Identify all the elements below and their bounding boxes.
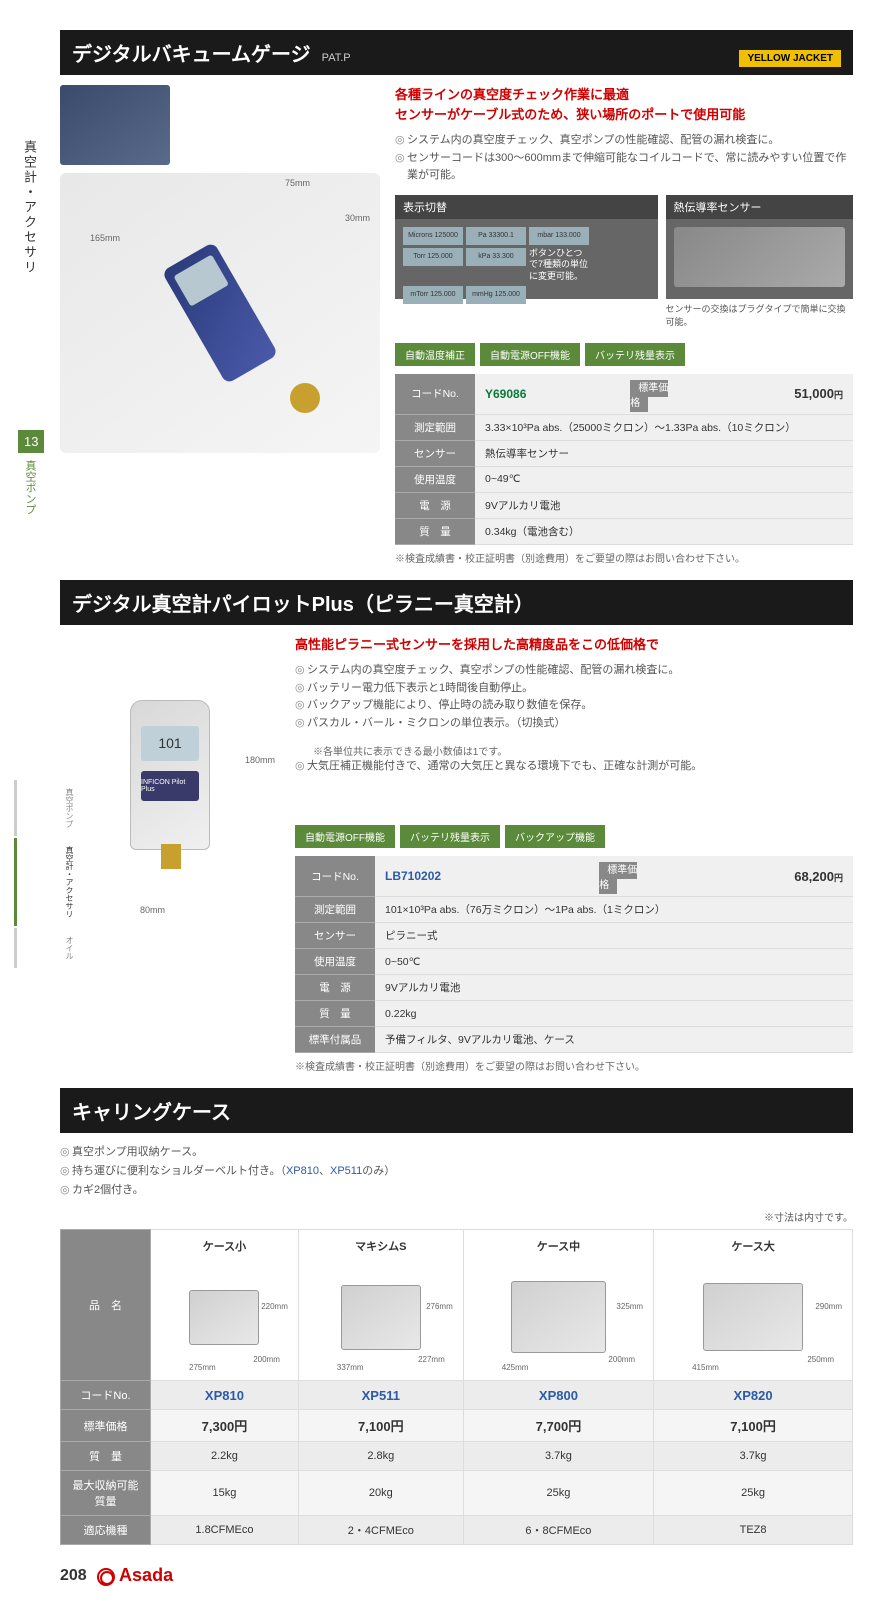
section-header: キャリングケース xyxy=(60,1088,853,1133)
side-tag: オイル xyxy=(14,928,78,968)
section-title: デジタルバキュームゲージ xyxy=(72,44,311,66)
sensor-panel: 熱伝導率センサー センサーの交換はプラグタイプで簡単に交換可能。 xyxy=(666,195,854,331)
feature-list: システム内の真空度チェック、真空ポンプの性能確認、配管の漏れ検査に。 センサーコ… xyxy=(395,132,853,185)
feature-item: システム内の真空度チェック、真空ポンプの性能確認、配管の漏れ検査に。 xyxy=(295,662,853,680)
desc-item: 持ち運びに便利なショルダーベルト付き。（XP810、XP511のみ） xyxy=(60,1162,853,1181)
patent-label: PAT.P xyxy=(322,52,351,64)
feature-item: システム内の真空度チェック、真空ポンプの性能確認、配管の漏れ検査に。 xyxy=(395,132,853,150)
side-category: 真空計・アクセサリ xyxy=(20,140,39,275)
desc-item: 真空ポンプ用収納ケース。 xyxy=(60,1143,853,1162)
case-description: 真空ポンプ用収納ケース。 持ち運びに便利なショルダーベルト付き。（XP810、X… xyxy=(60,1143,853,1199)
section-title: キャリングケース xyxy=(72,1096,231,1125)
feature-badges: 自動温度補正 自動電源OFF機能 バッテリ残量表示 xyxy=(395,343,853,366)
feature-list: システム内の真空度チェック、真空ポンプの性能確認、配管の漏れ検査に。 バッテリー… xyxy=(295,662,853,732)
dimension-note: ※寸法は内寸です。 xyxy=(60,1209,853,1224)
badge: バッテリ残量表示 xyxy=(585,343,685,366)
desc-item: カギ2個付き。 xyxy=(60,1181,853,1200)
feature-item: バックアップ機能により、停止時の読み取り数値を保存。 xyxy=(295,697,853,715)
side-subcategory: 真空ポンプ xyxy=(22,460,38,515)
spec-table: コードNo.LB710202標準価格68,200円 測定範囲101×10³Pa … xyxy=(295,856,853,1053)
brand-badge: YELLOW JACKET xyxy=(739,50,841,67)
page-footer: 208 Asada xyxy=(60,1565,853,1586)
badge: 自動電源OFF機能 xyxy=(295,825,395,848)
display-panel: 表示切替 Microns 125000Pa 33300.1mbar 133.00… xyxy=(395,195,658,331)
tagline: 各種ラインの真空度チェック作業に最適センサーがケーブル式のため、狭い場所のポート… xyxy=(395,85,853,124)
badge: バッテリ残量表示 xyxy=(400,825,500,848)
side-number: 13 xyxy=(18,430,44,453)
badge: 自動温度補正 xyxy=(395,343,475,366)
footnote: ※検査成績書・校正証明書（別途費用）をご要望の際はお問い合わせ下さい。 xyxy=(395,550,853,565)
feature-item: パスカル・バール・ミクロンの単位表示。（切換式） xyxy=(295,715,853,733)
product-image: 75mm 165mm 30mm xyxy=(60,85,380,565)
spec-table: コードNo.Y69086標準価格51,000円 測定範囲3.33×10³Pa a… xyxy=(395,374,853,545)
product-image: 101 INFICON Pilot Plus 180mm 80mm xyxy=(60,635,280,1073)
tagline: 高性能ピラニー式センサーを採用した高精度品をこの低価格で xyxy=(295,635,853,655)
feature-item: センサーコードは300～600mmまで伸縮可能なコイルコードで、常に読みやすい位… xyxy=(395,150,853,185)
section-title: デジタル真空計パイロットPlus（ピラニー真空計） xyxy=(72,588,534,617)
section-header: デジタル真空計パイロットPlus（ピラニー真空計） xyxy=(60,580,853,625)
footnote: ※検査成績書・校正証明書（別途費用）をご要望の際はお問い合わせ下さい。 xyxy=(295,1058,853,1073)
feature-list: 大気圧補正機能付きで、通常の大気圧と異なる環境下でも、正確な計測が可能。 xyxy=(295,758,853,776)
page-number: 208 xyxy=(60,1567,87,1585)
case-table: 品 名 ケース小 275mm 220mm 200mm マキシムS 337mm 2… xyxy=(60,1229,853,1545)
badge: バックアップ機能 xyxy=(505,825,605,848)
section-header: デジタルバキュームゲージ PAT.P YELLOW JACKET xyxy=(60,30,853,75)
feature-item: 大気圧補正機能付きで、通常の大気圧と異なる環境下でも、正確な計測が可能。 xyxy=(295,758,853,776)
feature-item: バッテリー電力低下表示と1時間後自動停止。 xyxy=(295,680,853,698)
brand-logo: Asada xyxy=(97,1565,173,1586)
feature-note: ※各単位共に表示できる最小数値は1です。 xyxy=(295,743,853,758)
badge: 自動電源OFF機能 xyxy=(480,343,580,366)
feature-badges: 自動電源OFF機能 バッテリ残量表示 バックアップ機能 xyxy=(295,825,853,848)
